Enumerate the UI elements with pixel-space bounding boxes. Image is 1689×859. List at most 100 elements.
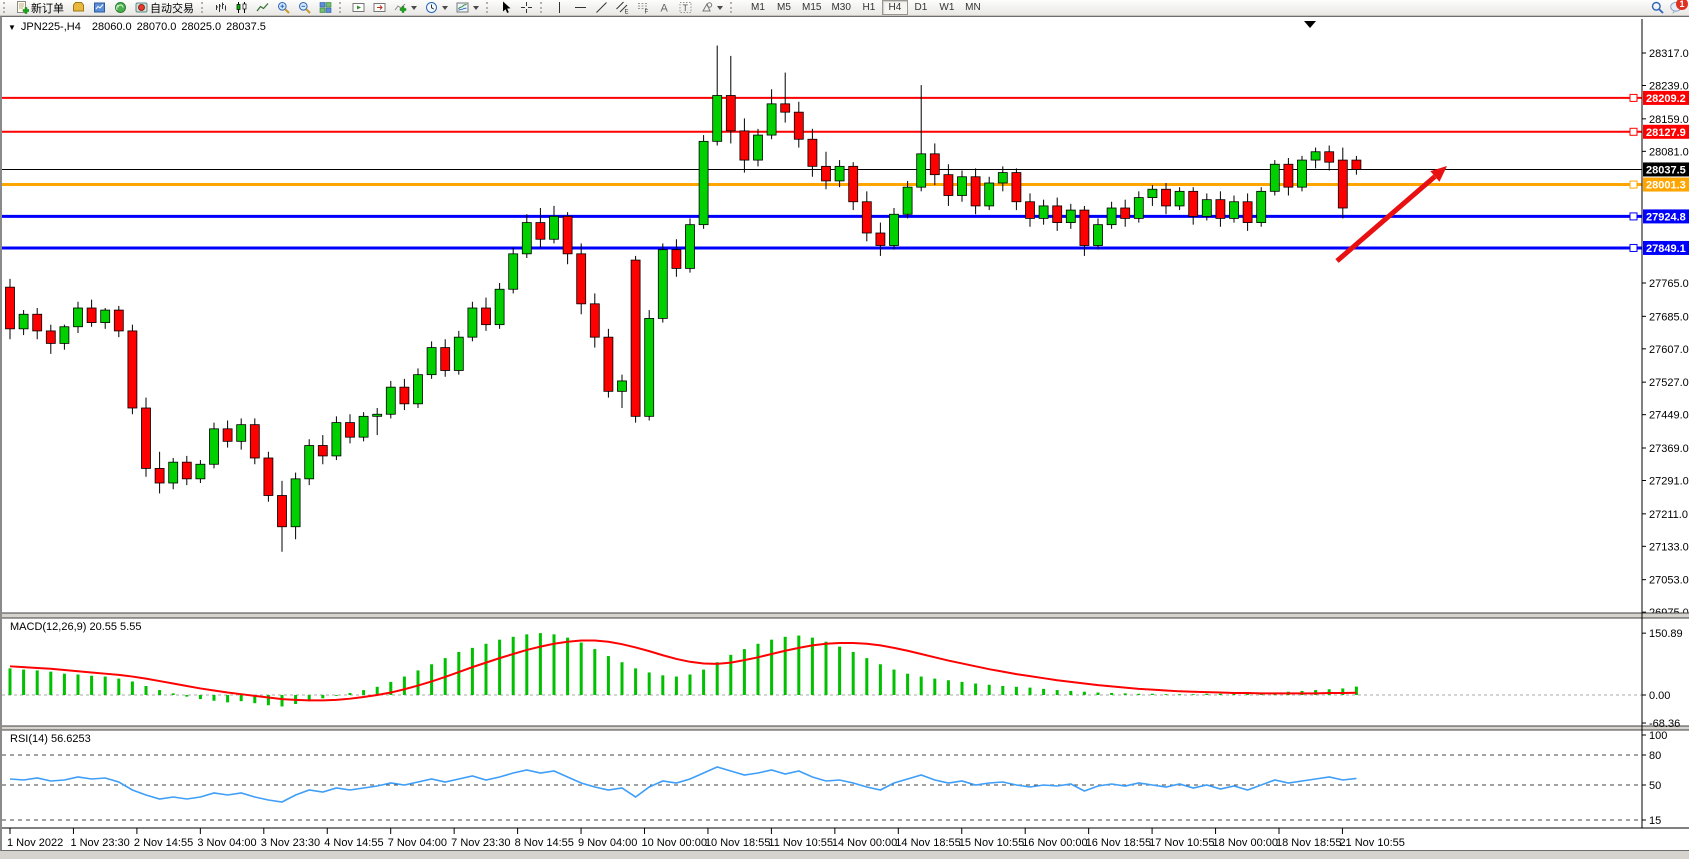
timeframe-button-m1[interactable]: M1 <box>751 2 765 13</box>
zoom-in-button[interactable] <box>273 0 294 15</box>
new-order-icon <box>17 1 29 14</box>
timeframe-button-m15[interactable]: M15 <box>802 2 822 13</box>
price-tick-label: 27449.0 <box>1649 410 1689 422</box>
templates-icon <box>456 2 469 13</box>
timeframe-button-d1[interactable]: D1 <box>914 2 928 13</box>
chart-canvas[interactable]: 28317.0 28239.0 28159.0 28081.0 27765.0 27685… <box>2 17 1689 850</box>
chart-window: ▼ JPN225-,H4 28060.0 28070.0 28025.0 280… <box>0 16 1689 851</box>
timeframe-button-w1[interactable]: W1 <box>939 2 955 13</box>
trendline-icon <box>596 2 607 13</box>
timeframe-button-mn[interactable]: MN <box>965 2 981 13</box>
fibonacci-button[interactable]: F <box>633 0 654 15</box>
chart-title-bar[interactable]: ▼ JPN225-,H4 28060.0 28070.0 28025.0 280… <box>8 21 266 33</box>
macd-signal-line <box>9 639 1357 702</box>
toolbar-grip[interactable] <box>540 2 545 13</box>
price-tick-label: 27685.0 <box>1649 311 1689 323</box>
timeframe-button-m30[interactable]: M30 <box>831 2 851 13</box>
crosshair-button[interactable] <box>516 0 537 15</box>
price-tag-label: 28209.2 <box>1646 93 1686 105</box>
svg-text:T: T <box>683 3 689 13</box>
vertical-line-icon <box>559 2 560 13</box>
hline-handle[interactable] <box>1629 180 1638 189</box>
toolbar-grip[interactable] <box>486 2 491 13</box>
zoom-out-button[interactable] <box>294 0 315 15</box>
price-tick-label: 27369.0 <box>1649 443 1689 455</box>
hline-handle[interactable] <box>1629 127 1638 136</box>
text-label-button[interactable]: T <box>675 0 696 15</box>
line-chart-button[interactable] <box>252 0 273 15</box>
zoom-in-icon <box>278 2 290 14</box>
equidistant-channel-button[interactable]: E <box>612 0 633 15</box>
vertical-line-button[interactable] <box>549 0 570 15</box>
timeframe-button-h4[interactable]: H4 <box>881 0 908 15</box>
time-label: 7 Nov 04:00 <box>388 837 447 849</box>
notifications-button[interactable]: 1 <box>1670 0 1688 14</box>
time-label: 10 Nov 00:00 <box>642 837 707 849</box>
profiles-button[interactable] <box>68 0 89 15</box>
rsi-tick-label: 15 <box>1649 815 1661 827</box>
trend-arrow[interactable] <box>1335 174 1437 263</box>
bar-chart-button[interactable] <box>210 0 231 15</box>
periods-button[interactable] <box>421 0 452 15</box>
time-label: 2 Nov 14:55 <box>134 837 193 849</box>
trend-arrow-head[interactable] <box>1430 166 1447 182</box>
toolbar-grip[interactable] <box>730 2 735 13</box>
navigator-icon <box>115 2 126 13</box>
templates-button[interactable] <box>452 0 483 15</box>
rsi-label: RSI(14) 56.6253 <box>10 733 91 745</box>
rsi-tick-label: 100 <box>1649 730 1667 742</box>
navigator-button[interactable] <box>110 0 131 15</box>
toolbar-grip[interactable] <box>3 2 8 13</box>
candles <box>5 45 1362 552</box>
time-label: 14 Nov 00:00 <box>832 837 897 849</box>
chevron-down-icon <box>442 5 448 10</box>
macd-tick-label: 0.00 <box>1649 690 1670 702</box>
timeframe-button-m5[interactable]: M5 <box>777 2 791 13</box>
candlestick-chart-button[interactable] <box>231 0 252 15</box>
auto-scroll-button[interactable] <box>348 0 369 15</box>
horizontal-line-button[interactable] <box>570 0 591 15</box>
rsi-line <box>9 766 1357 803</box>
time-label: 4 Nov 14:55 <box>324 837 383 849</box>
tile-windows-button[interactable] <box>315 0 336 15</box>
shapes-button[interactable] <box>696 0 727 15</box>
chart-shift-marker[interactable] <box>1304 21 1316 28</box>
market-watch-button[interactable] <box>89 0 110 15</box>
text-label-icon: T <box>679 2 692 13</box>
search-icon[interactable] <box>1651 1 1664 14</box>
indicators-button[interactable] <box>390 0 421 15</box>
price-tick-label: 27211.0 <box>1649 509 1688 521</box>
price-tag-label: 27924.8 <box>1646 211 1686 223</box>
toolbar-grip[interactable] <box>339 2 344 13</box>
time-label: 7 Nov 23:30 <box>451 837 510 849</box>
price-tick-label: 27765.0 <box>1649 278 1689 290</box>
chevron-down-icon <box>717 5 723 10</box>
time-label: 3 Nov 23:30 <box>261 837 320 849</box>
price-tick-label: 28317.0 <box>1649 48 1689 60</box>
trendline-button[interactable] <box>591 0 612 15</box>
time-label: 11 Nov 10:55 <box>768 837 833 849</box>
rsi-tick-label: 50 <box>1649 780 1661 792</box>
fibonacci-icon: F <box>638 3 649 14</box>
toolbar-grip[interactable] <box>201 2 206 13</box>
autotrading-button[interactable]: 自动交易 <box>131 0 198 15</box>
clock-icon <box>426 2 437 13</box>
time-label: 15 Nov 10:55 <box>959 837 1024 849</box>
bar-chart-icon <box>216 2 226 12</box>
hline-handle[interactable] <box>1629 93 1638 102</box>
crosshair-icon <box>521 2 532 13</box>
macd-tick-label: -68.36 <box>1649 718 1680 730</box>
chart-shift-button[interactable] <box>369 0 390 15</box>
hline-handle[interactable] <box>1629 243 1638 252</box>
new-order-button[interactable]: 新订单 <box>12 0 68 15</box>
zoom-out-icon <box>299 2 311 14</box>
collapse-triangle-icon[interactable]: ▼ <box>8 22 16 32</box>
macd-label: MACD(12,26,9) 20.55 5.55 <box>10 621 142 633</box>
cursor-button[interactable] <box>495 0 516 15</box>
timeframe-button-h1[interactable]: H1 <box>862 2 876 13</box>
new-order-label: 新订单 <box>31 2 64 15</box>
autotrading-icon <box>135 2 148 13</box>
text-button[interactable]: A <box>654 0 675 15</box>
hline-handle[interactable] <box>1629 212 1638 221</box>
equidistant-channel-icon: E <box>616 1 629 14</box>
